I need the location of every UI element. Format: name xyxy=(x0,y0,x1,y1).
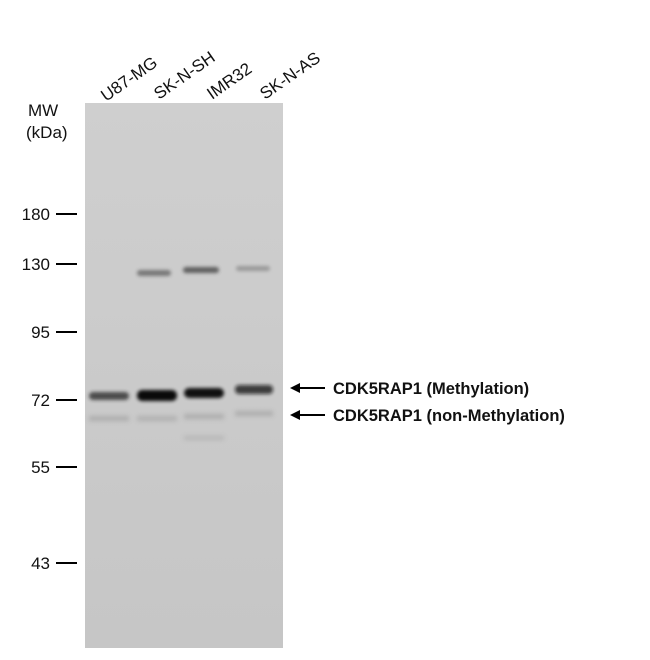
marker-label: 180 xyxy=(22,205,50,224)
marker-label: 55 xyxy=(31,458,50,477)
arrow-head xyxy=(290,410,300,420)
marker-label: 95 xyxy=(31,323,50,342)
marker-label: 130 xyxy=(22,255,50,274)
marker-label: 72 xyxy=(31,391,50,410)
lane-label: SK-N-AS xyxy=(256,48,323,103)
blot xyxy=(85,103,283,648)
mw-unit: (kDa) xyxy=(26,123,68,142)
mw-label: MW xyxy=(28,101,58,120)
marker-ladder: 180 130 95 72 55 43 xyxy=(22,205,77,573)
band-annotation: CDK5RAP1 (Methylation) xyxy=(333,380,529,398)
lane-label: U87-MG xyxy=(97,53,161,105)
annotations: CDK5RAP1 (Methylation) CDK5RAP1 (non-Met… xyxy=(290,380,565,425)
lane-labels: U87-MG SK-N-SH IMR32 SK-N-AS xyxy=(97,48,323,106)
marker-label: 43 xyxy=(31,554,50,573)
arrow-head xyxy=(290,383,300,393)
band-annotation: CDK5RAP1 (non-Methylation) xyxy=(333,407,565,425)
